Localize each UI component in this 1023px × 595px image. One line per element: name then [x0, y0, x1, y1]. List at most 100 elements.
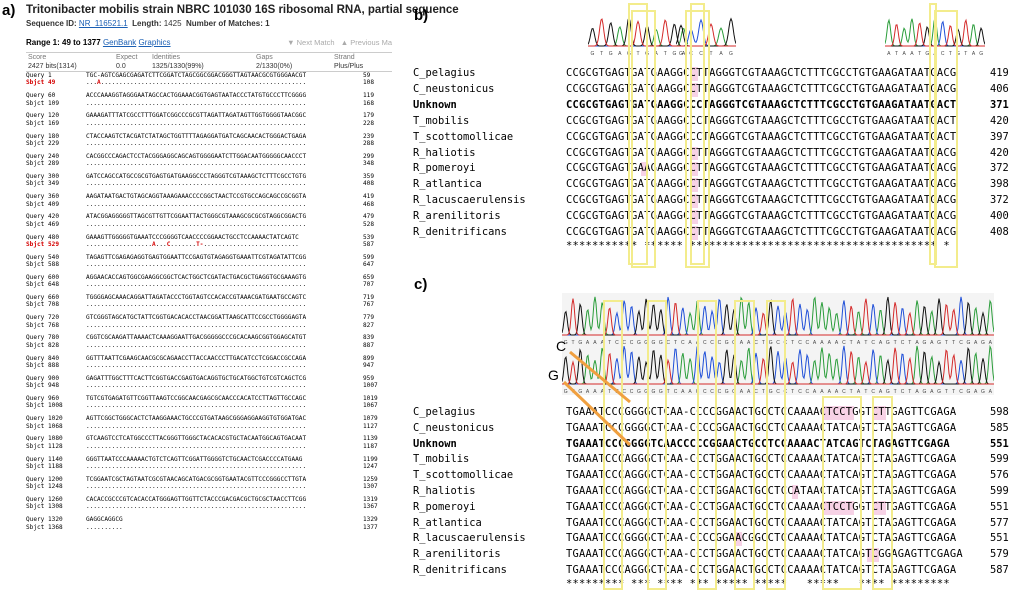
row-end: 468 — [363, 200, 375, 208]
trace-base-letter: G — [652, 389, 656, 394]
callout-g-label: G — [548, 367, 559, 383]
row-start: 109 — [48, 99, 60, 107]
trace-base-letter: A — [972, 51, 976, 56]
trace-base-letter: A — [879, 340, 883, 345]
sequence-position: 576 — [990, 469, 1009, 482]
trace-base-letter: T — [571, 340, 574, 345]
row-sequence: ........................................… — [86, 261, 307, 269]
species-name: R_haliotis — [413, 485, 476, 497]
row-sequence: TGGGGAGCAAACAGGATTAGATACCCTGGTAGTCCACACC… — [86, 294, 307, 302]
species-name: C_pelagius — [413, 406, 476, 418]
trace-base-letter: A — [747, 389, 751, 394]
sequence-position: 398 — [990, 178, 1009, 191]
trace-base-letter: C — [776, 340, 780, 345]
previous-match-link[interactable]: ▲ Previous Ma — [340, 38, 392, 47]
row-start: 1 — [48, 72, 52, 79]
row-start: 720 — [48, 314, 60, 322]
trace-base-letter: A — [915, 389, 919, 394]
species-sequence: CCGCGTGAGTGATGAAGGCCCTAGGGTCGTAAAGCTCTTT… — [566, 130, 957, 143]
row-label: Sbjct — [26, 462, 45, 470]
trace-base-letter: A — [688, 389, 692, 394]
trace-base-letter: G — [672, 51, 676, 56]
row-end: 419 — [363, 193, 375, 201]
trace-base-letter: C — [754, 389, 758, 394]
species-sequence: CCGCGTGAGTGATGAAGGCCTTAGGGTCGTAAAGCTCTTT… — [566, 226, 957, 238]
trace-base-letter: A — [681, 389, 685, 394]
trace-base-letter: T — [791, 389, 794, 394]
row-sequence: ........................................… — [86, 220, 307, 228]
callout-arrows — [562, 350, 632, 447]
sequence-position: 587 — [990, 564, 1009, 576]
row-end: 659 — [363, 273, 375, 281]
row-end: 947 — [363, 362, 375, 370]
alignment-block: Query 1080 GTCAAGTCCTCATGGCCCTTACGGGTTGGGC… — [26, 435, 396, 455]
row-sequence: GTCAAGTCCTCATGGCCCTTACGGGTTGGGCTACACACGT… — [86, 435, 307, 443]
row-label: Sbjct — [26, 362, 45, 370]
length-value: 1425 — [163, 19, 182, 28]
species-name: R_atlantica — [413, 516, 482, 529]
trace-base-letter: C — [681, 340, 685, 345]
next-match-link[interactable]: ▼ Next Match — [287, 38, 335, 47]
row-end: 1007 — [363, 382, 378, 390]
trace-base-letter: G — [679, 51, 683, 56]
trace-base-letter: T — [894, 340, 897, 345]
trace-base-letter: T — [608, 389, 611, 394]
trace-base-letter: A — [593, 340, 597, 345]
row-start: 360 — [48, 193, 60, 201]
row-sequence: ..................A...C.......T-........… — [86, 240, 299, 248]
sequence-position: 420 — [990, 114, 1009, 127]
species-sequence: TGAAATCCCGGGGCTCAA-CCCCGGAACTGCCTCCAAAAC… — [566, 406, 957, 418]
alignment-block: Query 900 GAGATTTGGCTTTCACTTCGGTGACCGAGTGA… — [26, 375, 396, 395]
trace-base-letter: A — [857, 389, 861, 394]
row-end: 228 — [363, 119, 375, 127]
row-label: Sbjct — [26, 382, 45, 390]
trace-base-letter: T — [864, 340, 867, 345]
row-sequence: GAGATTTGGCTTTCACTTCGGTGACCGAGTGACAGGTGCT… — [86, 374, 307, 382]
trace-base-letter: T — [608, 340, 611, 345]
row-end: 479 — [363, 213, 375, 221]
row-start: 1260 — [48, 495, 63, 503]
row-start: 540 — [48, 253, 60, 261]
trace-base-letter: A — [618, 51, 622, 56]
row-label: Query — [26, 354, 45, 362]
genbank-link[interactable]: GenBank — [102, 38, 137, 47]
trace-base-letter: A — [586, 389, 590, 394]
row-start: 600 — [48, 273, 60, 281]
species-sequence: CCGCGTGAGTGATGAAGGCCTTAGGGTCGTAAAGCTCTTT… — [566, 210, 957, 223]
sequence-position: 551 — [990, 437, 1009, 450]
blast-alignment: Query 1 TGC-AGTCGAGCGAGATCTTCGGATCTAGCGGCG… — [26, 72, 396, 536]
highlight-box — [822, 396, 862, 590]
alignment-block: Query 180 CTACCAAGTCTACGATCTATAGCTGGTTTTAG… — [26, 133, 396, 153]
row-end: 887 — [363, 341, 375, 349]
trace-base-letter: A — [740, 340, 744, 345]
row-end: 1079 — [363, 415, 378, 423]
species-sequence: TGAAATCCCGGGGCTCAA-CCCCGGAACGGCCTCCAAAAC… — [566, 532, 957, 545]
row-sequence: ........................................… — [86, 341, 307, 349]
trace-base-letter: A — [813, 340, 817, 345]
strand-cell: Strand Plus/Plus — [334, 54, 364, 70]
species-sequence: CCGCGTGAGTGATGAAGGCCCTAGGGTCGTAAAGCTCTTT… — [566, 98, 957, 111]
alignment-block: Query 120 GAAAGATTTATCGCCTTTGGATCGGCCCGCGT… — [26, 112, 396, 132]
species-sequence: TGAAATCCCAGGGCTCAA-CCCTGGAACTGCCTCCATAAC… — [566, 485, 957, 497]
row-label: Query — [26, 334, 45, 342]
consensus-line: ********* *** **** *** ***** ***** *****… — [566, 577, 950, 590]
row-label: Sbjct — [26, 79, 45, 87]
row-end: 647 — [363, 261, 375, 269]
row-end: 1259 — [363, 475, 378, 483]
seq-id-link[interactable]: NR_116521.1 — [78, 19, 128, 28]
row-start: 1128 — [48, 442, 63, 450]
trace-base-letter: T — [762, 389, 765, 394]
sequence-position: 371 — [990, 98, 1009, 111]
sequence-position: 372 — [990, 194, 1009, 207]
row-sequence: ...A....................................… — [86, 79, 307, 87]
row-start: 240 — [48, 152, 60, 160]
trace-base-letter: A — [820, 340, 824, 345]
chromatogram-trace-c-mid: GTGAAATCCCGGGGTCAACCCCGGAACTGCCTCCAAAACT… — [562, 344, 994, 394]
row-end: 239 — [363, 132, 375, 140]
row-start: 708 — [48, 301, 60, 309]
alignment-block: Query 1260 CACACCGCCCGTCACACCATGGGAGTTGGTT… — [26, 496, 396, 516]
row-end: 839 — [363, 334, 375, 342]
graphics-link[interactable]: Graphics — [138, 38, 171, 47]
species-sequence: CCGCGTGAGTGATGAAGGCCTTAGGGTCGTAAAGCTCTTT… — [566, 146, 957, 159]
